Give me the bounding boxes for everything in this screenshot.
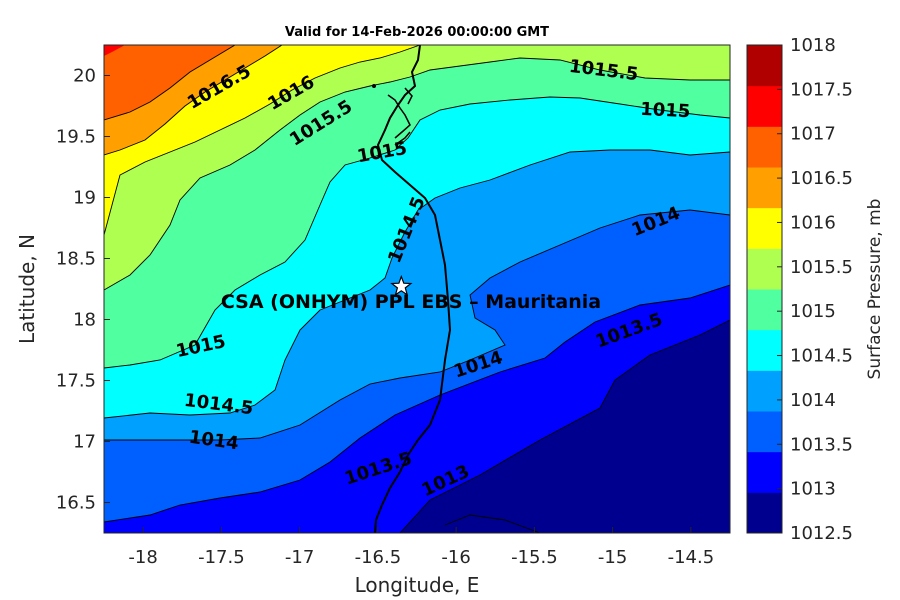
x-axis: -18 -17.5 -17 -16.5 -16 -15.5 -15 -14.5 — [128, 527, 714, 568]
colorbar-tick-label: 1016.5 — [790, 168, 853, 189]
colorbar-swatch — [747, 85, 782, 127]
colorbar-tick-label: 1013.5 — [790, 434, 853, 455]
site-label: CSA (ONHYM) PPL EBS – Mauritania — [221, 291, 601, 313]
contour-line-1015 — [104, 96, 730, 369]
x-tick-label: -18 — [128, 547, 157, 568]
contour-line-1016 — [104, 45, 421, 236]
plot-title: Valid for 14-Feb-2026 00:00:00 GMT — [285, 25, 549, 40]
colorbar-swatch — [747, 492, 782, 534]
band-1017 — [104, 45, 235, 120]
colorbar-tick-label: 1013 — [790, 479, 836, 500]
contour-lines — [104, 45, 730, 533]
colorbar-tick-label: 1016 — [790, 212, 836, 233]
colorbar-tick-label: 1018 — [790, 35, 836, 56]
colorbar-swatch — [747, 167, 782, 209]
band-1017-5 — [104, 45, 125, 56]
contour-label: 1015 — [640, 99, 691, 123]
colorbar-tick-label: 1012.5 — [790, 523, 853, 544]
x-axis-title: Longitude, E — [355, 573, 480, 597]
colorbar-swatch — [747, 411, 782, 453]
x-tick-label: -15.5 — [511, 547, 558, 568]
colorbar-swatch — [747, 329, 782, 371]
y-tick-label: 18.5 — [56, 249, 96, 270]
y-axis-title: Latitude, N — [15, 234, 39, 344]
colorbar-swatch — [747, 289, 782, 331]
x-tick-label: -16 — [441, 547, 470, 568]
colorbar-swatch — [747, 207, 782, 249]
x-tick-label: -17.5 — [198, 547, 245, 568]
island-dot — [372, 84, 376, 88]
coastline — [374, 45, 452, 533]
contour-line-1014 — [104, 209, 730, 441]
plot-frame — [103, 44, 731, 534]
colorbar-swatch — [747, 451, 782, 493]
star-icon — [390, 274, 413, 297]
contour-line-low-1013 — [444, 514, 541, 533]
contour-line-1014-5 — [104, 149, 730, 419]
y-tick-label: 19.5 — [56, 127, 96, 148]
contour-fill-layer — [104, 45, 730, 533]
y-tick-label: 17.5 — [56, 371, 96, 392]
colorbar-tick-label: 1015.5 — [790, 257, 853, 278]
colorbar-tick-label: 1017.5 — [790, 79, 853, 100]
contour-line-1013 — [399, 319, 730, 533]
contour-line-1013-5 — [104, 284, 730, 523]
x-tick-label: -14.5 — [668, 547, 715, 568]
x-tick-label: -16.5 — [355, 547, 402, 568]
y-tick-label: 20 — [73, 66, 96, 87]
colorbar: 1012.5 1013 1013.5 1014 1014.5 1015 1015.5 1016… — [746, 35, 853, 544]
colorbar-tick-label: 1017 — [790, 124, 836, 145]
contour-line-1016-5 — [104, 45, 283, 156]
y-tick-label: 19 — [73, 188, 96, 209]
y-tick-label: 16.5 — [56, 493, 96, 514]
colorbar-tick-label: 1015 — [790, 301, 836, 322]
colorbar-swatch — [747, 370, 782, 412]
contour-line-1017 — [104, 45, 236, 121]
x-tick-label: -15 — [598, 547, 627, 568]
y-axis: 16.5 17 17.5 18 18.5 19 19.5 20 — [56, 66, 110, 514]
colorbar-tick-label: 1014 — [790, 390, 836, 411]
x-tick-label: -17 — [285, 547, 314, 568]
coastline-islands — [387, 87, 413, 146]
y-tick-label: 17 — [73, 432, 96, 453]
colorbar-frame — [746, 44, 783, 534]
coastline-layer — [372, 45, 452, 533]
colorbar-tick-label: 1014.5 — [790, 346, 853, 367]
colorbar-title: Surface Pressure, mb — [865, 199, 885, 380]
contour-line-1015-5 — [104, 57, 730, 291]
colorbar-swatch — [747, 126, 782, 168]
colorbar-swatch — [747, 248, 782, 290]
y-tick-label: 18 — [73, 310, 96, 331]
colorbar-swatch — [747, 45, 782, 87]
site-marker: CSA (ONHYM) PPL EBS – Mauritania — [221, 274, 601, 313]
